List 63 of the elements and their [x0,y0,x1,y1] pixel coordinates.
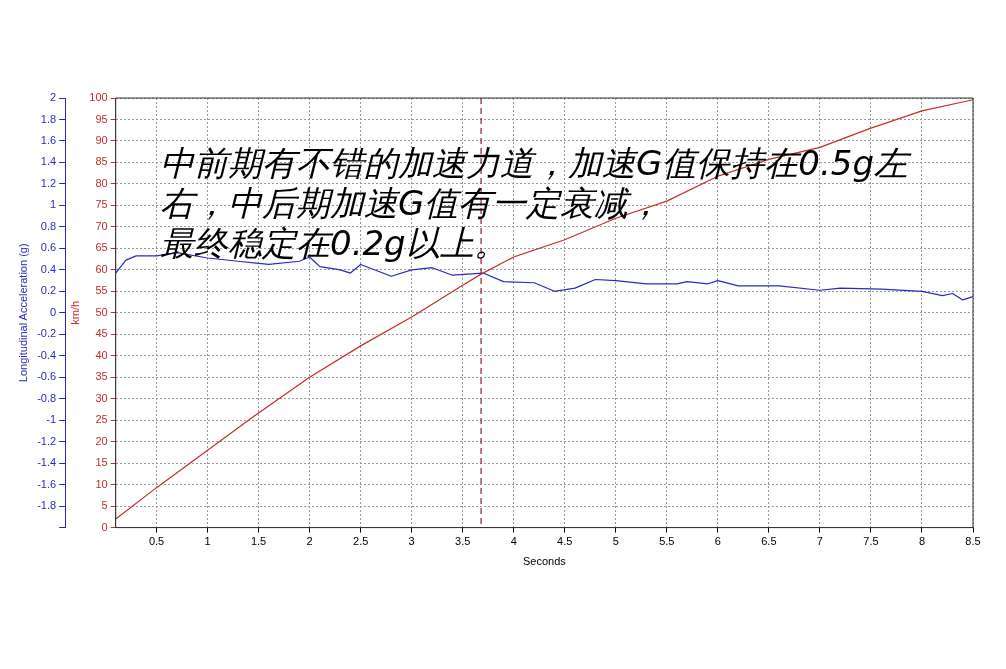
y2-tick-label: -1.4 [37,456,57,469]
x-tick-label: 0.5 [148,535,165,548]
y2-tick-label: 0.6 [40,241,57,254]
y2-tick-label: -0.2 [37,327,57,340]
y-tick-label: 85 [95,155,108,168]
y2-tick-label: 0 [50,305,57,318]
x-tick-label: 4.5 [557,535,573,548]
y2-axis-title: Longitudinal Acceleration (g) [16,243,29,383]
x-tick-label: 5 [612,535,619,548]
x-tick-label: 7.5 [863,535,879,548]
y2-tick-label: 0.4 [40,262,57,275]
x-tick-label: 3.5 [455,535,471,548]
x-axis-title: Seconds [522,555,567,568]
y-tick-label: 80 [95,176,108,189]
y-tick-label: 40 [95,348,108,361]
x-tick-label: 2.5 [353,535,369,548]
y-tick-label: 20 [95,434,108,447]
y2-tick-label: -1.6 [37,477,57,490]
y-tick-label: 35 [95,370,108,383]
x-tick-label: 1 [204,535,211,548]
y-tick-label: 65 [95,241,108,254]
y-tick-label: 45 [95,327,108,340]
y-tick-label: 15 [95,456,108,469]
y2-tick-label: -1.8 [37,499,57,512]
x-tick-label: 6 [714,535,721,548]
annotation: 右，中后期加速G值有一定衰减， [160,183,663,223]
y-tick-label: 50 [95,305,108,318]
y-tick-label: 10 [95,477,108,490]
y2-tick-label: 1.8 [40,112,57,125]
y2-tick-label: 1.4 [40,155,57,168]
y2-tick-label: -0.6 [37,370,57,383]
x-tick-label: 7 [816,535,823,548]
x-tick-label: 1.5 [250,535,267,548]
y-tick-label: 55 [95,284,108,297]
y-tick-label: 95 [95,112,108,125]
x-tick-label: 6.5 [761,535,777,548]
y-axis-title: km/h [68,300,81,325]
y2-tick-label: 0.2 [40,284,57,297]
y-tick-label: 100 [89,91,108,104]
y2-tick-label: 1 [50,198,57,211]
y-tick-label: 30 [95,391,108,404]
y2-tick-label: -0.4 [37,348,57,361]
y-tick-label: 60 [95,262,108,275]
x-tick-label: 4 [510,535,517,548]
y2-tick-label: -0.8 [37,391,57,404]
x-tick-label: 2 [306,535,313,548]
y2-tick-label: -1 [46,413,57,426]
y-tick-label: 70 [95,219,108,232]
x-tick-label: 8.5 [965,535,981,548]
y2-tick-label: 0.8 [40,219,57,232]
y2-tick-label: -1.2 [37,434,57,447]
y-tick-label: 75 [95,198,108,211]
y2-tick-label: 1.6 [40,133,57,146]
y2-tick-label: 1.2 [40,176,57,189]
x-tick-label: 8 [918,535,926,548]
y2-tick-label: 2 [50,91,57,104]
y-tick-label: 0 [101,520,108,533]
x-tick-label: 3 [408,535,415,548]
y-tick-label: 5 [101,499,108,512]
y-tick-label: 25 [95,413,108,426]
x-tick-label: 5.5 [659,535,675,548]
annotation: 最终稳定在0.2g以上。 [160,223,508,263]
y-tick-label: 90 [95,133,108,146]
